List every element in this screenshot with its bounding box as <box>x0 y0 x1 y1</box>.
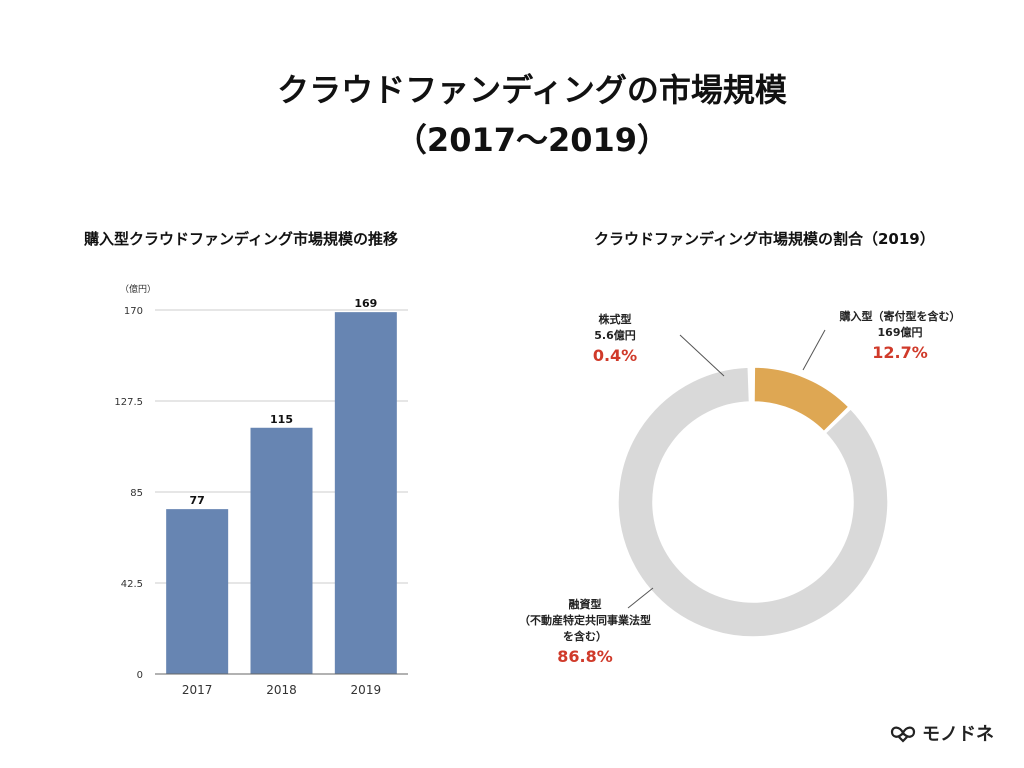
pie-chart-title: クラウドファンディング市場規模の割合（2019） <box>594 230 935 248</box>
y-axis-unit: （億円） <box>120 283 156 295</box>
page-title: クラウドファンディングの市場規模 <box>277 71 787 109</box>
slice-percent-label: 86.8% <box>557 647 613 666</box>
y-tick-label: 85 <box>130 488 143 499</box>
page-subtitle: （2017〜2019） <box>394 121 670 159</box>
brand-name: モノドネ <box>922 724 994 745</box>
slice-label: 購入型（寄付型を含む） <box>839 309 961 323</box>
bar-value-label: 115 <box>270 413 293 426</box>
brand-logo: モノドネ <box>890 720 994 746</box>
donut-slice <box>617 366 889 638</box>
bar <box>166 509 229 674</box>
leader-line <box>627 587 654 609</box>
bar-value-label: 169 <box>354 297 377 310</box>
slice-label: （不動産特定共同事業法型 <box>519 613 651 627</box>
slice-label: 融資型 <box>569 597 602 611</box>
infinity-heart-logo-icon <box>890 726 916 743</box>
bar <box>334 312 397 674</box>
x-tick-label: 2017 <box>182 683 213 697</box>
x-tick-label: 2018 <box>266 683 297 697</box>
bar <box>250 427 313 674</box>
y-tick-label: 170 <box>124 306 143 317</box>
y-tick-label: 42.5 <box>121 579 143 590</box>
slice-label: 5.6億円 <box>594 328 636 342</box>
slice-percent-label: 0.4% <box>593 346 637 365</box>
slice-label: 株式型 <box>599 312 632 326</box>
x-tick-label: 2019 <box>351 683 382 697</box>
bar-chart: （億円） 0 42.5 85 127.5 170 77 2017 115 2018 169 2019 <box>114 283 408 697</box>
bar-value-label: 77 <box>190 494 205 507</box>
leader-line <box>802 329 826 371</box>
bar-chart-title: 購入型クラウドファンディング市場規模の推移 <box>84 230 398 248</box>
donut-slice <box>750 366 753 403</box>
donut-slice <box>753 366 850 433</box>
slice-label: を含む） <box>563 629 607 643</box>
slice-label: 169億円 <box>878 325 923 339</box>
leader-line <box>679 334 725 377</box>
y-tick-label: 127.5 <box>114 397 143 408</box>
slice-percent-label: 12.7% <box>872 343 928 362</box>
y-tick-label: 0 <box>137 670 143 681</box>
donut-chart: 購入型（寄付型を含む） 169億円 12.7% 融資型 （不動産特定共同事業法型を含む）… <box>519 309 961 666</box>
